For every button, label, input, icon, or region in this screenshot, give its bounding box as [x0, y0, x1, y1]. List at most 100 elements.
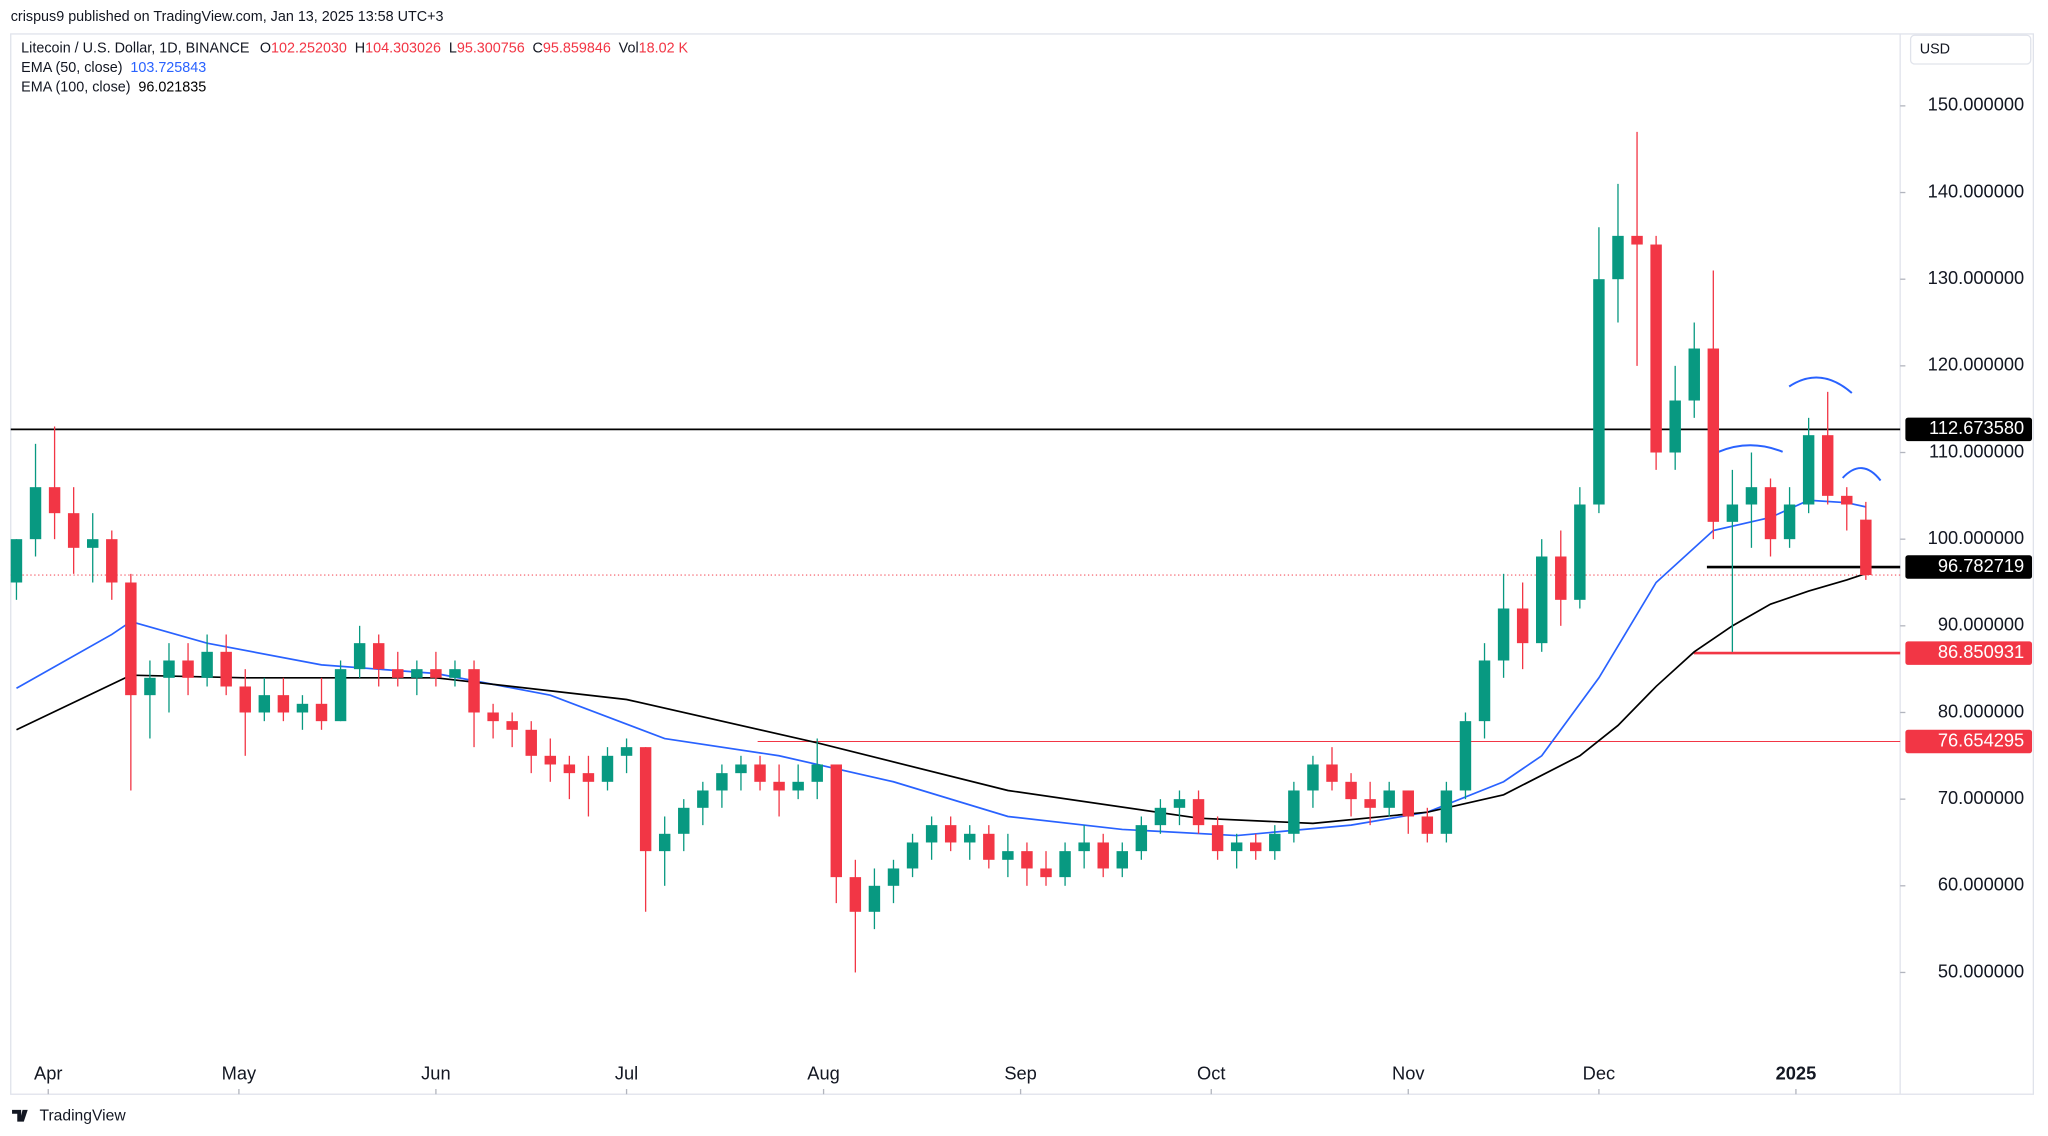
x-tick-label: Dec: [1583, 1062, 1615, 1083]
candle-body: [1574, 504, 1586, 600]
candle-body: [1726, 504, 1739, 522]
ema-legend: EMA (100, close) 96.021835: [21, 79, 206, 95]
candle-body: [1345, 781, 1357, 800]
candle-body: [525, 729, 537, 756]
candle-body: [1593, 279, 1605, 505]
candle-body: [468, 669, 480, 713]
candle-body: [601, 755, 614, 782]
candle-body: [620, 747, 633, 756]
y-tick-label: 110.000000: [1929, 440, 2024, 461]
candle-body: [48, 487, 61, 514]
logo-icon: [12, 1109, 28, 1122]
candle-body: [296, 703, 309, 713]
y-tick-label: 100.000000: [1928, 527, 2025, 548]
head-arc: [1788, 376, 1853, 394]
x-tick-label: May: [222, 1062, 257, 1083]
candle-body: [1612, 235, 1624, 280]
candle-body: [563, 764, 576, 774]
candle-body: [67, 513, 80, 548]
candle-body: [29, 487, 42, 540]
candle-body: [392, 669, 404, 678]
ohlc-key: Vol: [619, 40, 639, 56]
candle-body: [1326, 764, 1338, 782]
ohlc-value: 95.859846: [543, 40, 611, 56]
candle-body: [1173, 799, 1186, 808]
x-tick-label: 2025: [1776, 1062, 1817, 1083]
candle-body: [1230, 842, 1243, 852]
y-tick-label: 50.000000: [1938, 960, 2024, 981]
y-tick-label: 80.000000: [1938, 700, 2024, 721]
candle-body: [582, 773, 595, 782]
candle-body: [1764, 487, 1777, 540]
brand-logo: TradingView: [12, 1108, 126, 1125]
candle-body: [220, 651, 232, 687]
candle-body: [1059, 851, 1071, 878]
currency[interactable]: USD: [1920, 41, 1950, 57]
level-label: 96.782719: [1938, 555, 2024, 576]
y-tick-label: 120.000000: [1928, 354, 2025, 375]
shoulder-arc: [1718, 444, 1784, 453]
ohlc-value: 104.303026: [365, 40, 441, 56]
x-tick-label: Aug: [807, 1062, 839, 1083]
candle-body: [983, 833, 995, 860]
ema-legend: EMA (50, close) 103.725843: [21, 60, 206, 76]
ohlc-key: L: [449, 40, 457, 56]
candle-body: [163, 660, 175, 678]
candle-body: [1516, 608, 1529, 644]
currency-box[interactable]: [1909, 34, 2032, 65]
candle-body: [430, 669, 442, 678]
y-tick-label: 150.000000: [1928, 94, 2025, 115]
candle-body: [754, 764, 766, 782]
candle-body: [1211, 825, 1224, 852]
candle-body: [239, 686, 251, 713]
candle-body: [658, 833, 671, 852]
y-tick-label: 70.000000: [1938, 787, 2024, 808]
candle-body: [411, 669, 423, 678]
candle-body: [964, 833, 976, 843]
publisher-note: crispus9 published on TradingView.com, J…: [11, 9, 444, 25]
ohlc-key: C: [533, 40, 543, 56]
x-tick-label: Jun: [421, 1062, 450, 1083]
candle-body: [334, 669, 347, 722]
candle-body: [639, 747, 652, 852]
level-tag: [1905, 641, 2033, 665]
candle-body: [1402, 790, 1414, 817]
candle-body: [678, 807, 690, 834]
level-label: 86.850931: [1938, 641, 2024, 662]
candle-body: [1154, 807, 1167, 826]
candle-body: [1116, 851, 1128, 869]
candle-body: [1078, 842, 1090, 852]
candle-body: [10, 539, 23, 583]
candle-body: [1459, 721, 1472, 791]
candle-body: [487, 712, 499, 722]
candle-body: [1688, 348, 1700, 401]
brand-name: TradingView: [39, 1108, 126, 1125]
candle-body: [1192, 799, 1205, 826]
candle-body: [773, 781, 785, 791]
x-tick-label: Nov: [1392, 1062, 1425, 1083]
ohlc-key: O: [260, 40, 271, 56]
x-tick-label: Jul: [615, 1062, 638, 1083]
candle-body: [1669, 400, 1681, 453]
candle-body: [1497, 608, 1510, 661]
candle-body: [944, 825, 957, 843]
candle-body: [1021, 851, 1033, 869]
candle-body: [887, 868, 900, 886]
candle-body: [315, 703, 328, 722]
shoulder-arc: [1841, 467, 1882, 482]
candle-body: [1002, 851, 1014, 860]
candle-body: [1536, 556, 1548, 644]
candle-body: [1841, 495, 1853, 505]
candle-body: [106, 539, 118, 583]
ohlc-value: 102.252030: [271, 40, 347, 56]
candle-body: [258, 695, 271, 713]
candle-body: [1250, 842, 1262, 852]
candle-body: [868, 885, 881, 912]
candle-body: [925, 825, 938, 843]
ema-name: EMA (100, close): [21, 79, 130, 95]
candle-body: [1650, 244, 1662, 453]
y-tick-label: 140.000000: [1928, 180, 2025, 201]
candle-body: [544, 755, 557, 765]
candle-body: [1555, 556, 1567, 600]
candle-body: [811, 764, 823, 782]
